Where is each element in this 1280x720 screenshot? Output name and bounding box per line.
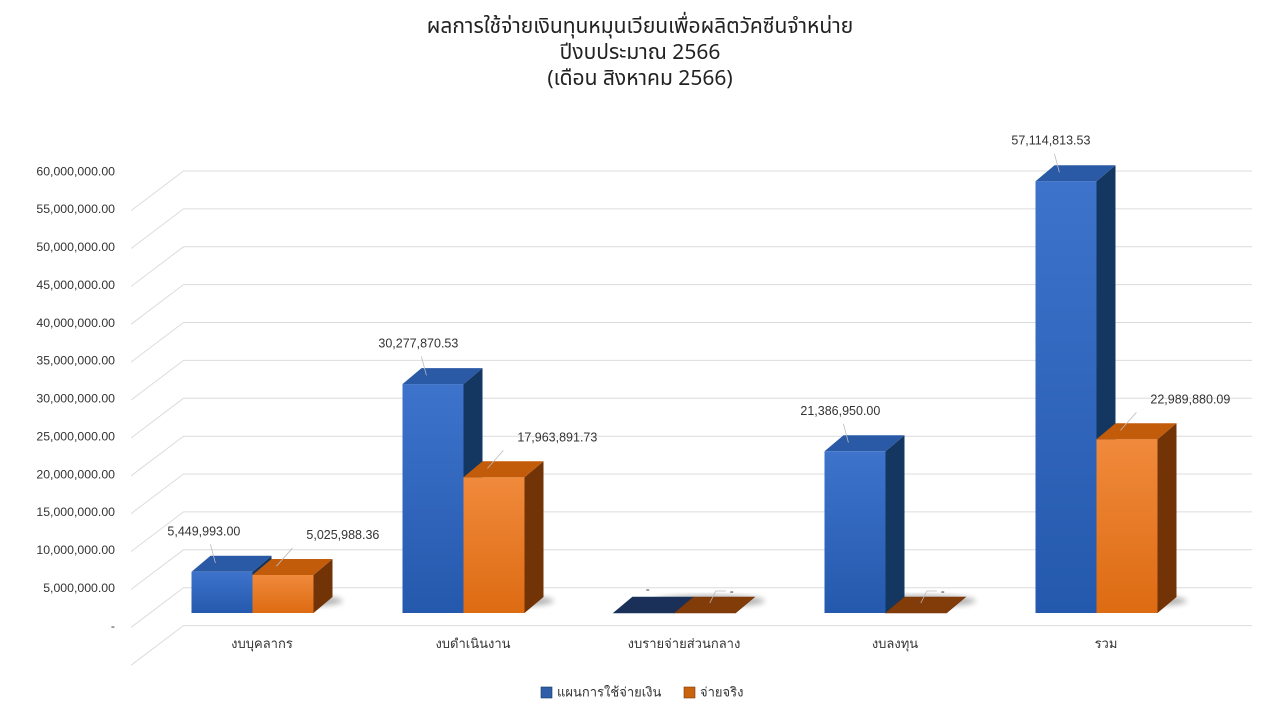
svg-text:-: - (941, 584, 945, 598)
svg-text:60,000,000.00: 60,000,000.00 (36, 164, 115, 178)
svg-text:5,449,993.00: 5,449,993.00 (167, 524, 240, 538)
svg-text:21,386,950.00: 21,386,950.00 (800, 404, 880, 418)
svg-text:45,000,000.00: 45,000,000.00 (36, 278, 115, 292)
svg-text:55,000,000.00: 55,000,000.00 (36, 202, 115, 216)
svg-text:22,989,880.09: 22,989,880.09 (1150, 392, 1230, 406)
svg-text:5,000,000.00: 5,000,000.00 (43, 581, 115, 595)
svg-text:-: - (111, 619, 115, 633)
svg-text:25,000,000.00: 25,000,000.00 (36, 430, 115, 444)
svg-text:จ่ายจริง: จ่ายจริง (700, 685, 743, 700)
svg-text:57,114,813.53: 57,114,813.53 (1011, 134, 1090, 148)
svg-text:30,000,000.00: 30,000,000.00 (36, 392, 115, 406)
svg-text:40,000,000.00: 40,000,000.00 (36, 316, 115, 330)
svg-text:รวม: รวม (1095, 636, 1118, 651)
svg-text:-: - (730, 584, 734, 598)
svg-text:แผนการใช้จ่ายเงิน: แผนการใช้จ่ายเงิน (557, 685, 662, 700)
svg-text:5,025,988.36: 5,025,988.36 (306, 528, 379, 542)
svg-text:17,963,891.73: 17,963,891.73 (517, 430, 597, 444)
svg-text:15,000,000.00: 15,000,000.00 (36, 505, 115, 519)
svg-text:30,277,870.53: 30,277,870.53 (378, 337, 458, 351)
svg-text:งบรายจ่ายส่วนกลาง: งบรายจ่ายส่วนกลาง (628, 636, 741, 651)
svg-text:-: - (646, 582, 650, 596)
svg-text:10,000,000.00: 10,000,000.00 (36, 543, 115, 557)
svg-text:งบลงทุน: งบลงทุน (872, 636, 918, 652)
svg-text:งบบุคลากร: งบบุคลากร (231, 636, 293, 652)
svg-text:งบดำเนินงาน: งบดำเนินงาน (435, 636, 510, 651)
svg-text:35,000,000.00: 35,000,000.00 (36, 354, 115, 368)
svg-text:20,000,000.00: 20,000,000.00 (36, 467, 115, 481)
svg-text:50,000,000.00: 50,000,000.00 (36, 240, 115, 254)
